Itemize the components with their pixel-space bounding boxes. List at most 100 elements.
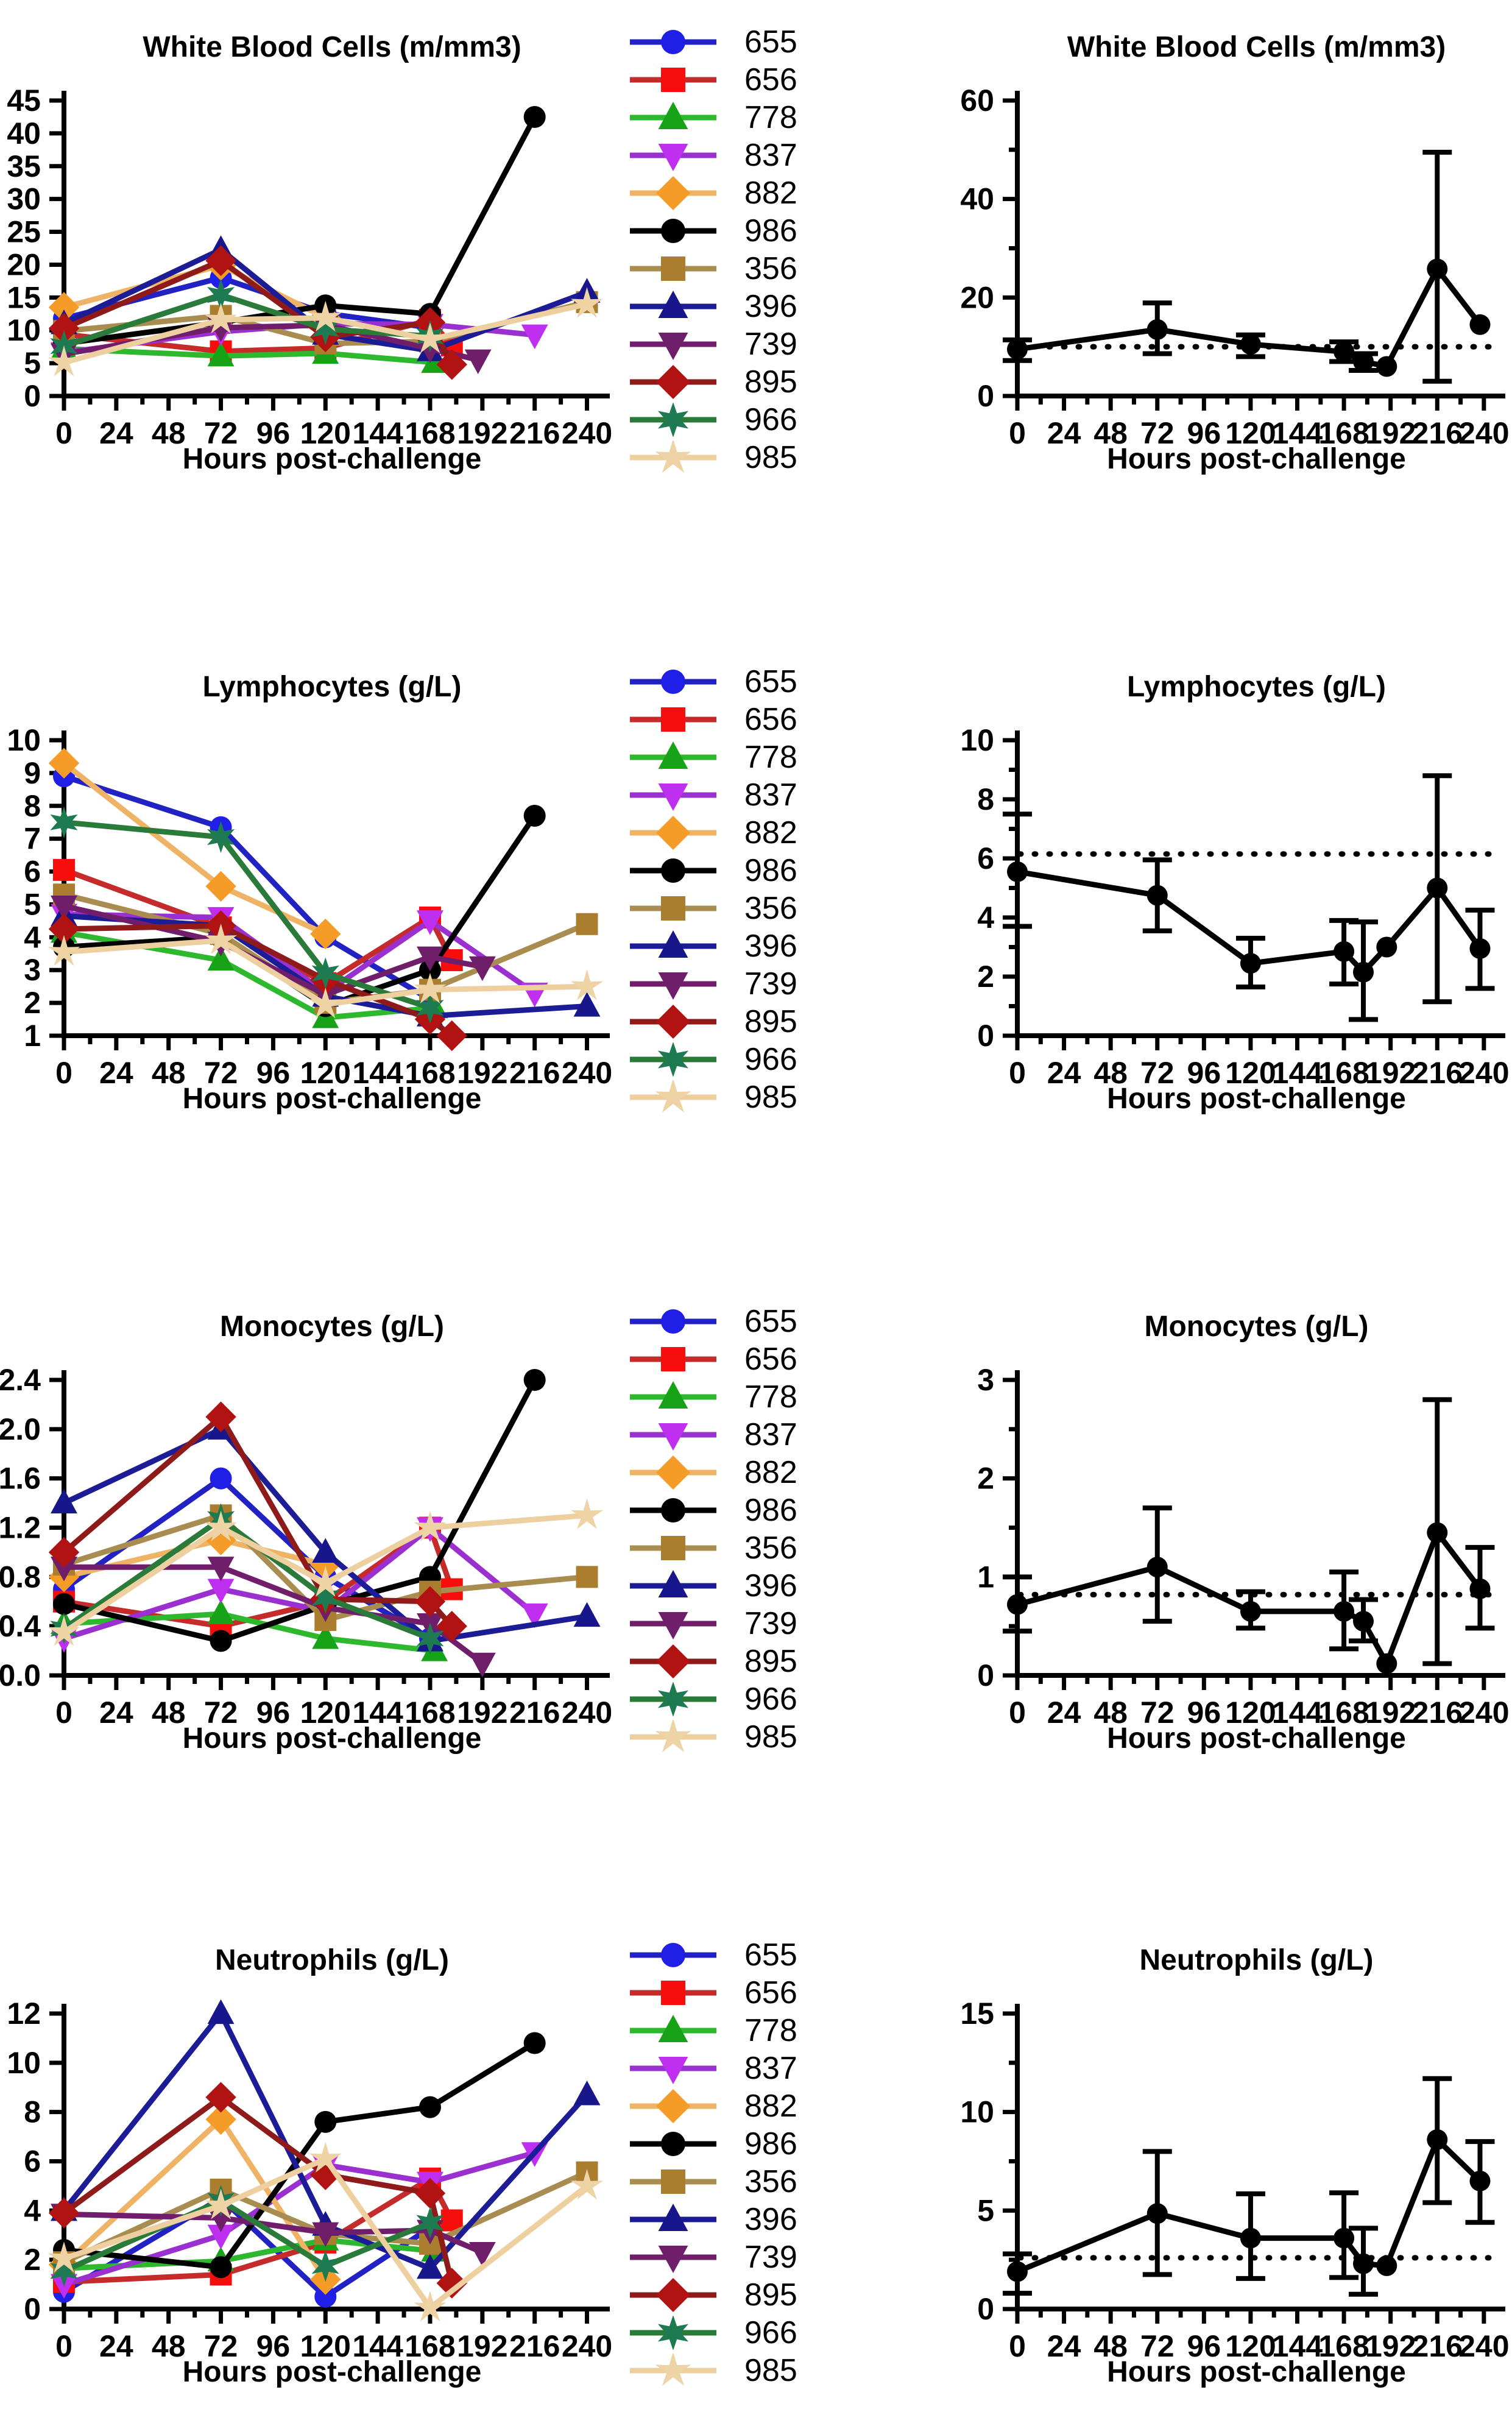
legend-marker-glyph — [657, 1682, 689, 1716]
marker-985 — [309, 987, 342, 1019]
legend-item-895: 895 — [627, 2276, 883, 2314]
legend-marker-glyph — [658, 972, 688, 1000]
series-966 — [50, 806, 444, 1024]
mean-marker — [1007, 1594, 1028, 1615]
chart-title: Neutrophils (g/L) — [1139, 1943, 1374, 1976]
x-tick-label: 192 — [457, 2329, 507, 2363]
series-985 — [48, 1498, 604, 1646]
legend-marker-882 — [630, 1455, 716, 1490]
legend-label: 985 — [744, 1719, 797, 1755]
marker-656 — [53, 858, 75, 881]
marker-985 — [571, 1498, 604, 1529]
legend-item-655: 655 — [627, 1303, 883, 1340]
legend-item-778: 778 — [627, 99, 883, 136]
x-tick-label: 0 — [55, 416, 72, 450]
legend-item-966: 966 — [627, 1680, 883, 1718]
x-tick-label: 24 — [99, 1696, 133, 1730]
legend-label: 656 — [744, 702, 797, 737]
legend-label: 837 — [744, 1417, 797, 1452]
x-tick-label: 48 — [1093, 2329, 1128, 2363]
marker-396 — [573, 992, 601, 1017]
x-tick-label: 96 — [256, 416, 291, 450]
marker-986 — [523, 2032, 546, 2054]
y-tick-label: 10 — [960, 2095, 994, 2129]
x-tick-label: 240 — [1458, 416, 1509, 450]
legend-item-882: 882 — [627, 174, 883, 212]
chart-title: White Blood Cells (m/mm3) — [143, 30, 521, 63]
y-tick-label: 2 — [24, 2243, 41, 2277]
error-bars — [1003, 773, 1495, 1022]
legend-marker-837 — [630, 783, 716, 811]
legend-label: 985 — [744, 2353, 797, 2388]
legend-marker-986 — [630, 219, 716, 243]
x-tick-label: 120 — [300, 1696, 351, 1730]
legend-marker-985 — [630, 2354, 716, 2386]
legend-label: 966 — [744, 2315, 797, 2350]
legend-marker-655 — [630, 30, 716, 54]
x-tick-label: 192 — [1365, 1696, 1416, 1730]
legend-marker-glyph — [661, 1347, 685, 1371]
mean-marker — [1240, 953, 1261, 974]
legend-item-655: 655 — [627, 663, 883, 701]
x-tick-label: 240 — [1458, 2329, 1509, 2363]
legend-marker-glyph — [658, 333, 688, 360]
legend-marker-895 — [630, 1005, 716, 1039]
chart-wbc-individual: 0 5 10 15 20 25 30 35 40 45 0 24 48 72 96 120 144 168 192 2… — [0, 0, 615, 500]
series-985 — [48, 2141, 604, 2322]
legend-label: 895 — [744, 1644, 797, 1679]
mean-marker — [1240, 334, 1261, 355]
x-tick-label: 168 — [1318, 1056, 1369, 1090]
marker-985 — [414, 972, 447, 1004]
legend-marker-glyph — [655, 1080, 691, 1113]
marker-985 — [205, 2188, 238, 2219]
y-tick-label: 8 — [24, 789, 41, 823]
y-tick-label: 0 — [977, 379, 994, 413]
legend-marker-655 — [630, 1309, 716, 1334]
legend-label: 837 — [744, 777, 797, 813]
legend-marker-glyph — [658, 783, 688, 811]
x-axis-label: Hours post-challenge — [182, 1083, 482, 1115]
chart-monocytes-individual: 0.0 0.4 0.8 1.2 1.6 2.0 2.4 0 24 48 72 96 120 144 168 1… — [0, 1279, 615, 1779]
tick-marks — [1003, 98, 1486, 411]
mean-series — [1003, 1397, 1495, 1674]
row-white-blood-cells: 0 5 10 15 20 25 30 35 40 45 0 24 48 72 96 120 144 168 192 2… — [0, 0, 1512, 609]
marker-986 — [314, 2110, 337, 2133]
x-tick-label: 0 — [55, 1696, 72, 1730]
legend-marker-glyph — [655, 2354, 691, 2386]
legend-item-986: 986 — [627, 212, 883, 250]
x-tick-label: 144 — [352, 416, 403, 450]
marker-986 — [523, 1369, 546, 1391]
x-axis-label: Hours post-challenge — [1107, 1722, 1406, 1755]
legend-label: 986 — [744, 2126, 797, 2162]
marker-985 — [205, 1510, 238, 1542]
legend-marker-966 — [630, 2316, 716, 2350]
legend-marker-glyph — [661, 1981, 685, 2005]
y-tick-label: 15 — [960, 1996, 994, 2031]
y-tick-label: 8 — [24, 2095, 41, 2129]
x-tick-label: 96 — [1187, 416, 1221, 450]
legend-item-966: 966 — [627, 1041, 883, 1078]
legend-marker-895 — [630, 365, 716, 399]
y-tick-label: 0 — [977, 1019, 994, 1053]
y-tick-label: 0.4 — [0, 1609, 41, 1643]
chart-title: Neutrophils (g/L) — [215, 1943, 449, 1976]
mean-marker — [1334, 341, 1355, 362]
mean-marker — [1146, 319, 1168, 340]
mean-marker — [1427, 877, 1448, 899]
mean-marker — [1007, 2261, 1028, 2282]
y-tick-label: 2 — [977, 1462, 994, 1496]
marker-396 — [573, 1602, 601, 1627]
marker-986 — [419, 2096, 441, 2118]
y-tick-label: 6 — [977, 841, 994, 875]
legend-label: 986 — [744, 853, 797, 888]
y-tick-label: 6 — [24, 855, 41, 889]
x-axis-label: Hours post-challenge — [1107, 2356, 1406, 2388]
x-tick-label: 216 — [509, 2329, 560, 2363]
marker-778 — [207, 1599, 235, 1625]
x-axis-label: Hours post-challenge — [1107, 443, 1406, 475]
mean-marker — [1469, 938, 1491, 959]
legend-marker-glyph — [656, 1005, 690, 1039]
neutrophils-individual-plot: 0 2 4 6 8 10 12 0 24 48 72 96 120 144 168 192 216 240 — [0, 1913, 615, 2400]
